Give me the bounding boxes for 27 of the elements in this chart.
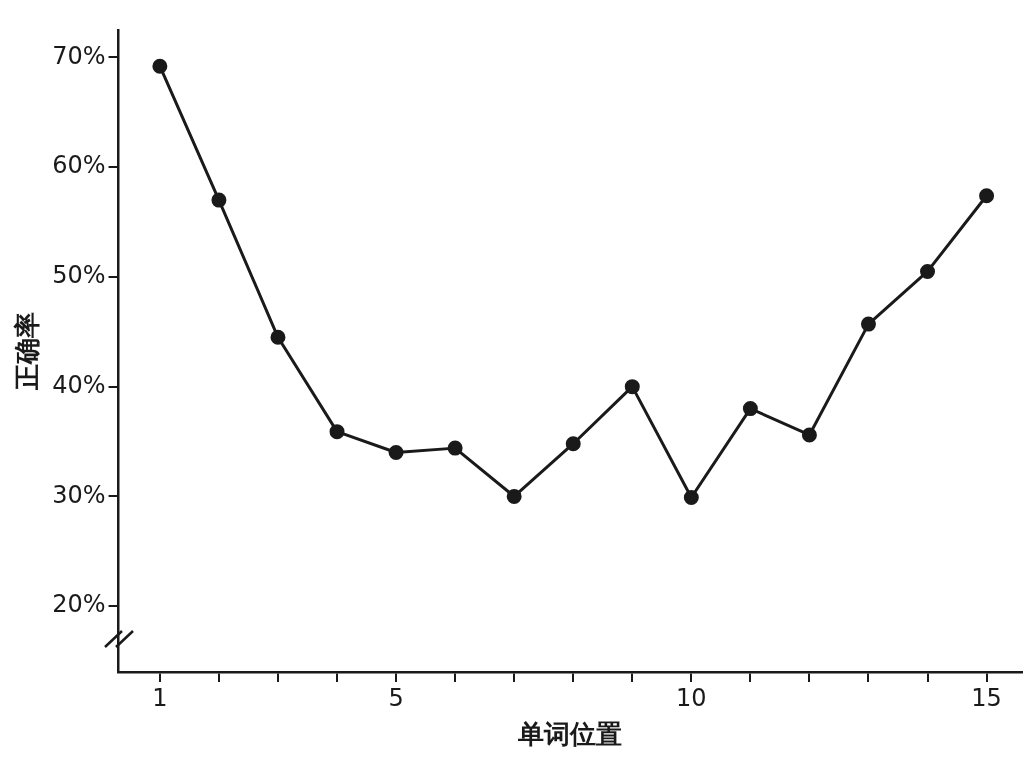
point — [329, 424, 345, 440]
y-tick-label: 50% — [52, 261, 106, 290]
point — [388, 445, 404, 461]
point — [683, 490, 699, 506]
point — [920, 263, 936, 279]
x-tick-label: 1 — [152, 683, 168, 712]
y-tick-label: 60% — [52, 151, 106, 180]
point — [506, 488, 522, 504]
y-tick-label: 70% — [52, 41, 106, 70]
point — [270, 329, 286, 345]
x-tick-label: 10 — [676, 683, 707, 712]
point — [565, 436, 581, 452]
point — [860, 316, 876, 332]
x-axis-title: 单词位置 — [517, 719, 623, 750]
y-tick-label: 20% — [52, 590, 106, 619]
point — [624, 379, 640, 395]
point — [152, 58, 168, 74]
point — [447, 440, 463, 456]
point — [801, 427, 817, 443]
point — [211, 192, 227, 208]
x-tick-label: 15 — [971, 683, 1002, 712]
y-axis-title: 正确率 — [12, 312, 43, 391]
point — [742, 401, 758, 417]
y-tick-label: 30% — [52, 480, 106, 509]
point — [979, 188, 995, 204]
x-tick-label: 5 — [388, 683, 404, 712]
y-tick-label: 40% — [52, 370, 106, 399]
